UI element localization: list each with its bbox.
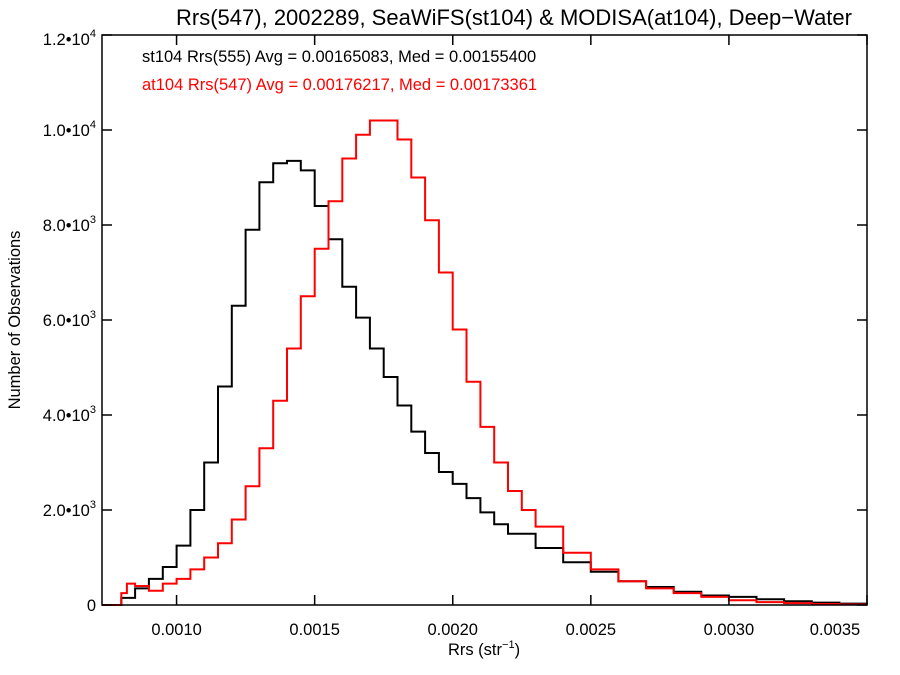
- x-tick-label: 0.0035: [810, 621, 860, 639]
- x-axis-label-main: Rrs (str: [448, 641, 503, 659]
- series-layer: [102, 119, 868, 606]
- chart-title: Rrs(547), 2002289, SeaWiFS(st104) & MODI…: [176, 5, 852, 30]
- y-tick-exponent: 3: [90, 499, 96, 511]
- y-tick-label: 0: [87, 597, 96, 615]
- x-tick-label: 0.0015: [289, 621, 339, 639]
- y-tick-exponent: 4: [90, 119, 96, 131]
- y-tick-label: 8.0•103: [43, 214, 96, 235]
- x-axis-label-superscript: −1: [502, 639, 515, 651]
- x-tick-label: 0.0025: [566, 621, 616, 639]
- y-tick-label: 1.2•104: [43, 28, 96, 49]
- y-tick-mantissa: 1.2•10: [43, 31, 90, 49]
- y-tick-mantissa: 2.0•10: [43, 502, 90, 520]
- y-tick-mantissa: 1.0•10: [43, 122, 90, 140]
- legend-entry-at104: at104 Rrs(547) Avg = 0.00176217, Med = 0…: [142, 76, 537, 94]
- y-tick-mantissa: 0: [87, 597, 96, 615]
- y-tick-mantissa: 8.0•10: [43, 217, 90, 235]
- y-tick-label: 1.0•104: [43, 119, 96, 140]
- y-tick-mantissa: 6.0•10: [43, 312, 90, 330]
- y-tick-exponent: 3: [90, 309, 96, 321]
- x-axis-ticks: 0.0010 0.0015 0.0020 0.0025 0.0030 0.0035: [151, 35, 868, 639]
- x-tick-label: 0.0010: [151, 621, 201, 639]
- x-axis-label: Rrs (str−1): [448, 639, 520, 659]
- y-tick-mantissa: 4.0•10: [43, 407, 90, 425]
- y-tick-label: 2.0•103: [43, 499, 96, 520]
- series-line-st104: [102, 159, 868, 606]
- y-tick-exponent: 3: [90, 404, 96, 416]
- legend-entry-st104: st104 Rrs(555) Avg = 0.00165083, Med = 0…: [142, 48, 536, 66]
- y-tick-label: 6.0•103: [43, 309, 96, 330]
- x-tick-label: 0.0020: [428, 621, 478, 639]
- x-axis-label-end: ): [515, 641, 521, 659]
- x-tick-label: 0.0030: [704, 621, 754, 639]
- y-tick-exponent: 3: [90, 214, 96, 226]
- y-tick-exponent: 4: [90, 28, 96, 40]
- y-axis-ticks: 02.0•1034.0•1036.0•1038.0•1031.0•1041.2•…: [43, 28, 867, 615]
- series-line-at104: [102, 119, 867, 606]
- plot-frame: [101, 34, 868, 606]
- y-tick-label: 4.0•103: [43, 404, 96, 425]
- y-axis-label: Number of Observations: [6, 231, 24, 410]
